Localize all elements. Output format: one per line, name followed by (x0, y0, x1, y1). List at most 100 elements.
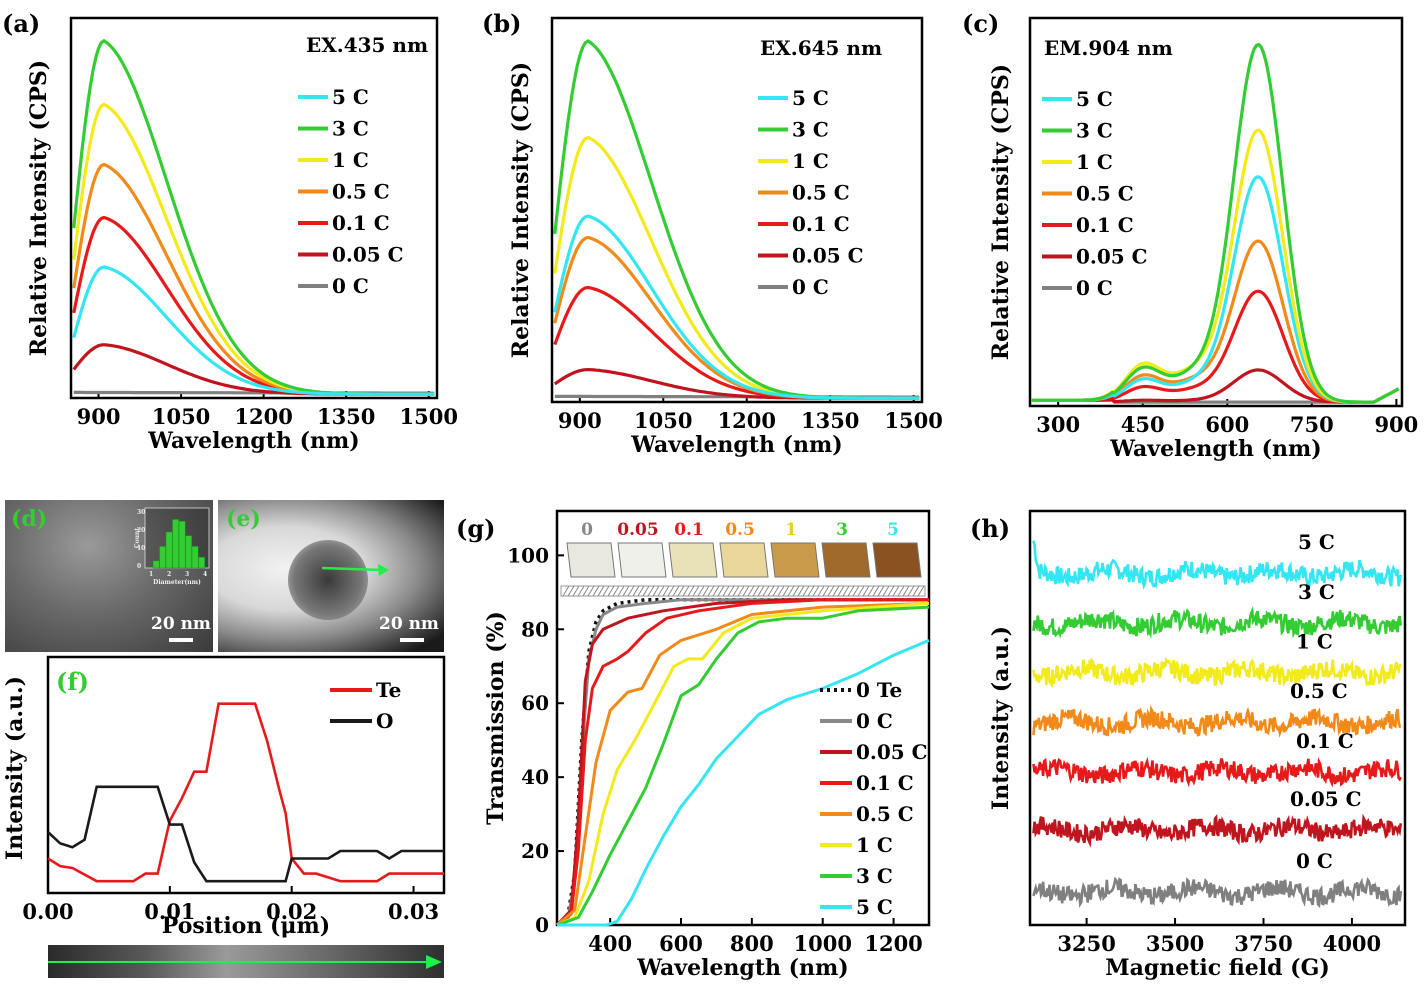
inset-xtick: 4 (203, 571, 207, 578)
chart-3-xtick-label: 0.01 (144, 899, 195, 924)
glass-holder-hatch (827, 585, 835, 597)
chart-1-series-line (553, 135, 920, 400)
glass-holder-hatch (607, 585, 615, 597)
glass-sample (719, 542, 769, 578)
glass-holder-hatch (912, 585, 920, 597)
chart-1-annotation: EX.645 nm (760, 36, 882, 60)
chart-3-legend-label: O (376, 709, 393, 733)
glass-holder-hatch (892, 585, 900, 597)
glass-holder-hatch (882, 585, 890, 597)
chart-2-panel-letter: (c) (962, 9, 999, 38)
glass-holder-hatch (787, 585, 795, 597)
glass-holder-hatch (857, 585, 865, 597)
chart-1-series-line (553, 39, 920, 400)
glass-holder-hatch (722, 585, 730, 597)
chart-0-series-line (72, 265, 435, 396)
chart-1-xtick-label: 1500 (884, 408, 942, 433)
chart-4-ytick-label: 80 (521, 617, 549, 641)
chart-1-xtick-label: 900 (558, 408, 602, 433)
chart-5-xtick-label: 3250 (1057, 931, 1115, 956)
glass-holder-hatch (662, 585, 670, 597)
chart-2-ylabel: Relative Intensity (CPS) (988, 64, 1014, 360)
glass-holder-hatch (832, 585, 840, 597)
glass-label: 3 (836, 520, 848, 540)
chart-5-frame (1028, 509, 1407, 927)
chart-4-ytick-label: 40 (521, 765, 549, 789)
chart-2-xlabel: Wavelength (nm) (1109, 436, 1321, 462)
glass-holder-hatch (682, 585, 690, 597)
glass-holder-hatch (642, 585, 650, 597)
inset-xtick: 3 (185, 571, 189, 578)
glass-holder-hatch (732, 585, 740, 597)
chart-5-series-line (1032, 605, 1403, 639)
inset-ytick: 20 (137, 527, 145, 534)
glass-holder-hatch (672, 585, 680, 597)
chart-3-legend-label: Te (376, 678, 401, 702)
chart-3-frame (46, 655, 446, 895)
chart-3-xtick-label: 0.02 (266, 899, 317, 924)
chart-4-series-line (556, 605, 930, 927)
chart-1-series-line (553, 214, 920, 400)
glass-holder-hatch (862, 585, 870, 597)
chart-1-legend-label: 0.5 C (792, 181, 850, 205)
glass-holder-hatch (867, 585, 875, 597)
glass-holder-hatch (577, 585, 585, 597)
chart-1-frame (550, 16, 924, 404)
glass-holder-hatch (872, 585, 880, 597)
chart-4-ylabel: Transmission (%) (483, 611, 509, 825)
size-histogram-inset: 1 2 3 4 0 10 20 30 Diameter(nm) Count (134, 507, 210, 586)
chart-4-xtick-label: 1200 (864, 931, 922, 956)
glass-holder-hatch (562, 585, 570, 597)
glass-holder-hatch (747, 585, 755, 597)
glass-holder-hatch (897, 585, 905, 597)
glass-holder-hatch (702, 585, 710, 597)
glass-label: 0.5 (725, 520, 755, 540)
chart-2-xtick-label: 600 (1205, 412, 1249, 437)
histogram-bar (191, 546, 199, 569)
chart-0-legend-label: 3 C (332, 117, 369, 141)
inset-ytick: 10 (137, 545, 145, 552)
histogram-bar (185, 535, 192, 569)
chart-0-xtick-label: 900 (77, 404, 121, 429)
chart-4-ytick-label: 100 (507, 543, 549, 567)
glass-holder-hatch (712, 585, 720, 597)
chart-2-frame (1028, 16, 1404, 408)
histogram-bar (159, 546, 166, 569)
glass-sample (872, 542, 922, 578)
chart-0-xtick-label: 1200 (234, 404, 292, 429)
chart-4-xtick-label: 1000 (793, 931, 851, 956)
glass-holder-hatch (727, 585, 735, 597)
line-scan-strip-arrow (48, 955, 442, 969)
scale-bar-label-d: 20 nm (151, 614, 211, 634)
glass-label: 5 (887, 520, 899, 540)
chart-4-legend-label: 0 C (856, 709, 893, 733)
chart-5-series-label: 1 C (1296, 629, 1333, 653)
chart-5-series-label: 3 C (1298, 580, 1335, 604)
chart-1-xtick-label: 1350 (801, 408, 859, 433)
chart-5-series-line (1032, 813, 1403, 848)
chart-3-xlabel: Position (μm) (162, 913, 330, 939)
chart-4-series-line (555, 598, 929, 927)
chart-4-legend-label: 1 C (856, 833, 893, 857)
glass-holder-hatch (777, 585, 785, 597)
chart-4-series-line (556, 601, 930, 927)
chart-4-ytick-label: 60 (521, 691, 549, 715)
chart-5-ylabel: Intensity (a.u.) (988, 626, 1014, 810)
glass-holder-hatch (797, 585, 805, 597)
panel-letter-d: (d) (11, 506, 48, 532)
glass-label: 0 (581, 520, 593, 540)
glass-sample (821, 542, 871, 578)
glass-holder-hatch (752, 585, 760, 597)
chart-0-series-line (72, 343, 435, 396)
chart-2-xtick-label: 450 (1121, 412, 1165, 437)
chart-0-legend-label: 0 C (332, 274, 369, 298)
chart-3-panel-letter: (f) (56, 667, 89, 696)
chart-2-legend-label: 0.1 C (1076, 213, 1134, 237)
glass-holder-hatch (817, 585, 825, 597)
glass-holder-hatch (842, 585, 850, 597)
chart-5-series-line (1032, 540, 1403, 590)
chart-4-legend-label: 5 C (856, 895, 893, 919)
chart-4-legend-label: 0.1 C (856, 771, 914, 795)
chart-5-xlabel: Magnetic field (G) (1105, 955, 1330, 981)
